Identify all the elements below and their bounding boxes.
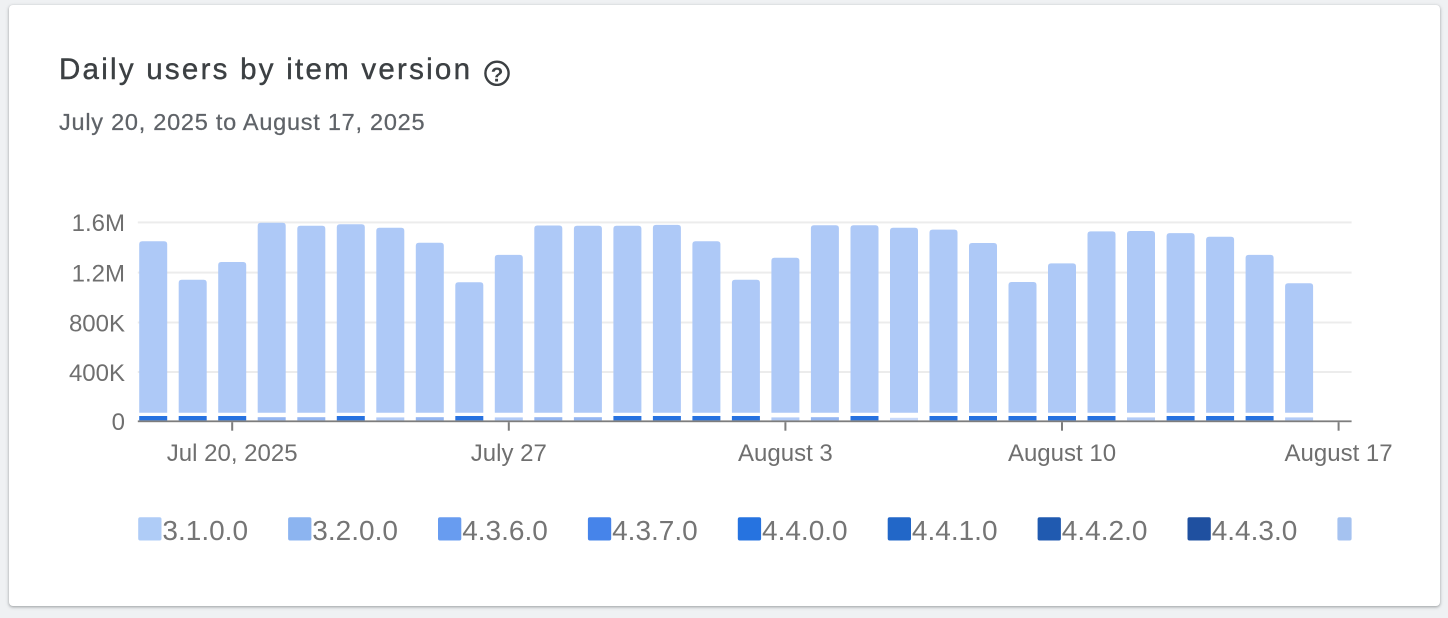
svg-text:July 27: July 27 — [471, 440, 547, 467]
svg-text:4.4.3.0: 4.4.3.0 — [1212, 515, 1298, 546]
svg-text:4.4.0.0: 4.4.0.0 — [762, 515, 848, 546]
svg-text:?: ? — [490, 64, 503, 86]
svg-text:August 17: August 17 — [1285, 440, 1393, 467]
svg-text:August 3: August 3 — [738, 440, 833, 467]
svg-text:3.2.0.0: 3.2.0.0 — [312, 515, 398, 546]
svg-text:400K: 400K — [69, 360, 125, 387]
svg-text:August 10: August 10 — [1008, 440, 1116, 467]
svg-text:4.4.1.0: 4.4.1.0 — [912, 515, 998, 546]
svg-text:0: 0 — [112, 409, 125, 436]
svg-text:4.3.6.0: 4.3.6.0 — [462, 515, 548, 546]
svg-text:3.1.0.0: 3.1.0.0 — [162, 515, 248, 546]
svg-text:800K: 800K — [69, 310, 125, 337]
svg-text:Jul 20, 2025: Jul 20, 2025 — [167, 440, 298, 467]
svg-text:4.3.7.0: 4.3.7.0 — [612, 515, 698, 546]
svg-text:1.2M: 1.2M — [72, 260, 125, 287]
svg-text:1.6M: 1.6M — [72, 210, 125, 237]
svg-text:4.4.2.0: 4.4.2.0 — [1062, 515, 1148, 546]
